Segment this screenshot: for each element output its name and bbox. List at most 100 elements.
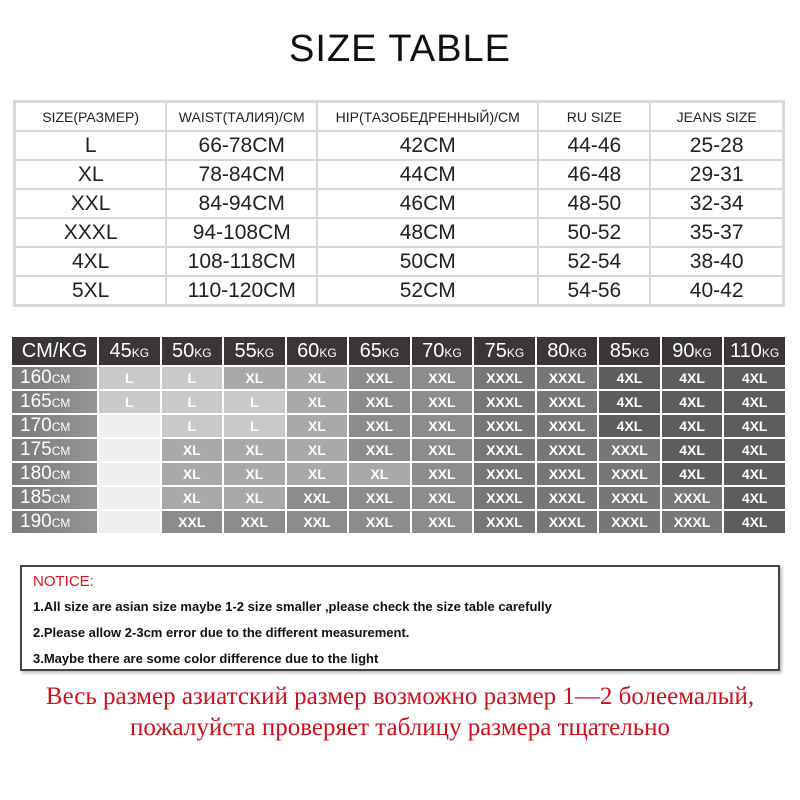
size-cell: XXL xyxy=(284,485,350,511)
height-unit: CM xyxy=(51,372,71,386)
table-cell: 44-46 xyxy=(537,130,652,161)
table-cell: 29-31 xyxy=(649,159,785,190)
size-cell: 4XL xyxy=(659,437,725,463)
size-cell: 4XL xyxy=(722,485,787,511)
size-cell: XXXL xyxy=(597,509,662,535)
column-header: HIP(ТАЗОБЕДРЕННЫЙ)/CM xyxy=(316,100,540,132)
weight-header: 85KG xyxy=(597,335,662,367)
height-row: 185CM XL XL XXL XXL XXL XXXL XXXL XXXL XXXL 4XL xyxy=(10,485,787,511)
size-cell: XL xyxy=(159,437,225,463)
size-table-header: SIZE(РАЗМЕР) WAIST(ТАЛИЯ)/CM HIP(ТАЗОБЕДРЕ… xyxy=(13,100,785,132)
russian-notice-line-1: Весь размер азиатский размер возможно ра… xyxy=(45,683,755,710)
height-value: 185 xyxy=(20,487,52,508)
size-cell: XL xyxy=(284,413,350,439)
table-row: XL 78-84CM 44CM 46-48 29-31 xyxy=(13,159,785,190)
size-cell: XXL xyxy=(409,461,475,487)
weight-header: 70KG xyxy=(409,335,475,367)
size-cell: XL xyxy=(222,365,287,391)
size-cell: 4XL xyxy=(722,389,787,415)
size-cell: XXXL xyxy=(534,365,600,391)
size-cell: 4XL xyxy=(659,365,725,391)
height-header: 190CM xyxy=(10,509,99,535)
table-row: XXL 84-94CM 46CM 48-50 32-34 xyxy=(13,188,785,219)
size-measurement-table: SIZE(РАЗМЕР) WAIST(ТАЛИЯ)/CM HIP(ТАЗОБЕДРЕ… xyxy=(13,100,785,307)
size-cell: 4XL xyxy=(659,461,725,487)
size-cell: XXXL xyxy=(472,413,537,439)
table-cell: 94-108CM xyxy=(165,217,319,248)
size-cell: 4XL xyxy=(722,509,787,535)
weight-header: 90KG xyxy=(659,335,725,367)
table-cell: 35-37 xyxy=(649,217,785,248)
height-value: 180 xyxy=(20,463,52,484)
size-cell xyxy=(97,413,162,439)
weight-value: 55 xyxy=(234,339,257,362)
notice-line-2: 2.Please allow 2-3cm error due to the di… xyxy=(33,625,410,640)
weight-unit: KG xyxy=(631,345,650,360)
height-header: 160CM xyxy=(10,365,99,391)
size-cell: XL xyxy=(284,365,350,391)
height-value: 170 xyxy=(20,415,52,436)
weight-header: 80KG xyxy=(534,335,600,367)
table-row: 4XL 108-118CM 50CM 52-54 38-40 xyxy=(13,246,785,277)
size-cell xyxy=(97,461,162,487)
table-cell: 25-28 xyxy=(649,130,785,161)
weight-unit: KG xyxy=(194,345,212,360)
size-cell: XXL xyxy=(347,509,412,535)
size-cell: XXXL xyxy=(534,485,600,511)
height-header: 180CM xyxy=(10,461,99,487)
weight-value: 90 xyxy=(672,339,695,362)
size-cell: XXXL xyxy=(659,485,725,511)
size-cell: 4XL xyxy=(597,365,662,391)
weight-header: 75KG xyxy=(472,335,537,367)
weight-header: 50KG xyxy=(159,335,225,367)
weight-unit: KG xyxy=(694,345,712,360)
weight-unit: KG xyxy=(381,345,400,360)
height-value: 165 xyxy=(20,391,52,412)
table-cell: 50-52 xyxy=(537,217,652,248)
weight-header: 55KG xyxy=(222,335,287,367)
size-cell: XXXL xyxy=(472,485,537,511)
size-cell: XL xyxy=(159,485,225,511)
weight-value: 45 xyxy=(109,339,132,362)
size-cell: XXXL xyxy=(534,389,600,415)
size-cell: XXL xyxy=(222,509,287,535)
size-cell: XXL xyxy=(409,413,475,439)
table-cell: 108-118CM xyxy=(165,246,319,277)
table-cell: 4XL xyxy=(13,246,168,277)
corner-label: CM/KG xyxy=(10,335,99,367)
weight-header-row: CM/KG 45KG 50KG 55KG 60KG 65KG 70KG 75KG 80KG 85K… xyxy=(10,335,787,367)
weight-header: 45KG xyxy=(97,335,162,367)
size-cell: XXXL xyxy=(472,437,537,463)
table-cell: 52-54 xyxy=(537,246,652,277)
size-cell: XXL xyxy=(409,509,475,535)
size-cell: 4XL xyxy=(659,413,725,439)
size-cell: XXXL xyxy=(597,461,662,487)
weight-value: 70 xyxy=(422,339,445,362)
weight-unit: KG xyxy=(569,345,587,360)
weight-unit: KG xyxy=(444,345,462,360)
weight-unit: KG xyxy=(131,345,150,360)
height-unit: CM xyxy=(51,420,71,434)
table-cell: 84-94CM xyxy=(165,188,319,219)
notice-line-1: 1.All size are asian size maybe 1-2 size… xyxy=(33,599,552,614)
size-cell: 4XL xyxy=(722,413,787,439)
weight-value: 80 xyxy=(547,339,570,362)
size-cell: XXL xyxy=(409,485,475,511)
table-cell: 48-50 xyxy=(537,188,652,219)
weight-value: 50 xyxy=(172,339,195,362)
weight-value: 85 xyxy=(609,339,632,362)
table-row: XXXL 94-108CM 48CM 50-52 35-37 xyxy=(13,217,785,248)
height-header: 175CM xyxy=(10,437,99,463)
size-cell: L xyxy=(159,389,225,415)
height-row: 165CM L L L XL XXL XXL XXXL XXXL 4XL 4XL 4XL xyxy=(10,389,787,415)
weight-unit: KG xyxy=(256,345,275,360)
size-cell: L xyxy=(97,389,162,415)
column-header: WAIST(ТАЛИЯ)/CM xyxy=(165,100,319,132)
height-value: 175 xyxy=(20,439,52,460)
size-cell: XXXL xyxy=(659,509,725,535)
size-cell: XXXL xyxy=(534,437,600,463)
height-unit: CM xyxy=(51,492,71,506)
weight-header: 110KG xyxy=(722,335,787,367)
table-cell: 38-40 xyxy=(649,246,785,277)
size-cell: XXL xyxy=(347,413,412,439)
